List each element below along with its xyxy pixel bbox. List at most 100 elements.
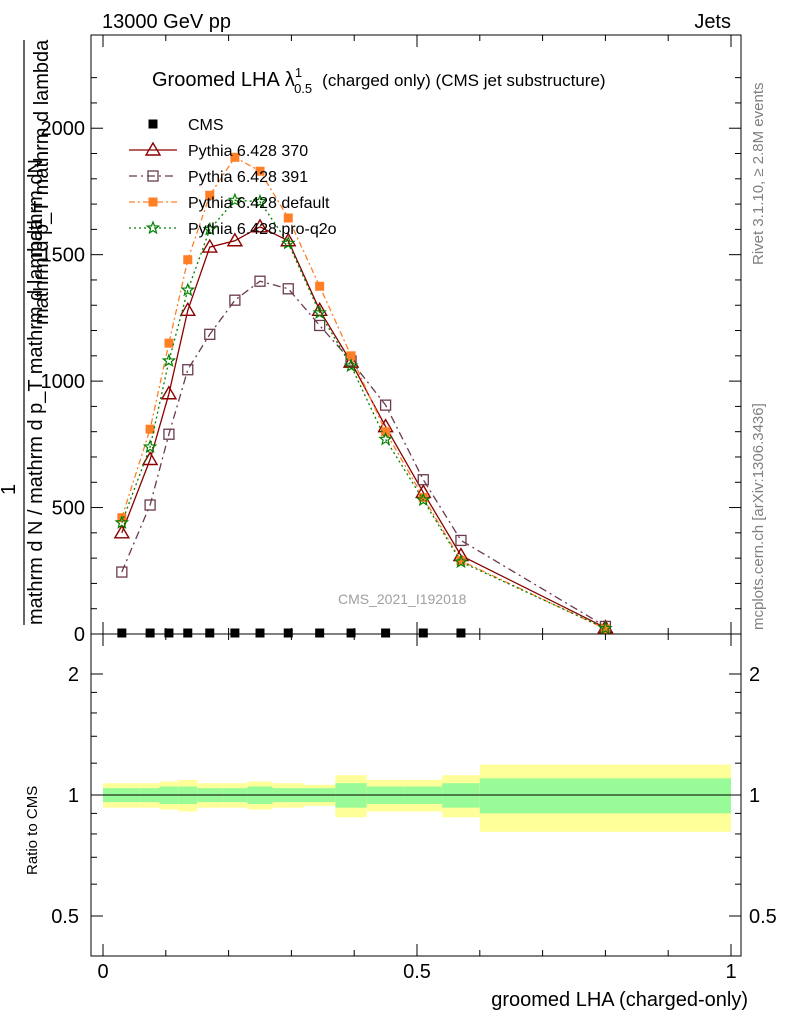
series-2 [116, 275, 612, 633]
legend-label: Pythia 6.428 default [188, 195, 330, 212]
analysis-watermark: CMS_2021_I192018 [338, 591, 467, 607]
title-subscript: 0.5 [294, 81, 312, 96]
legend-label: Pythia 6.428 391 [188, 169, 308, 186]
legend-label: CMS [188, 117, 224, 134]
collision-label: 13000 GeV pp [102, 11, 231, 33]
data-point [142, 439, 158, 454]
data-point [205, 190, 215, 200]
legend-item: Pythia 6.428 370 [129, 141, 308, 160]
data-point [117, 628, 127, 638]
data-point [182, 364, 194, 376]
data-point [456, 556, 466, 566]
main-curves [113, 152, 614, 638]
data-point [342, 353, 360, 368]
data-point [230, 152, 240, 162]
data-point [179, 301, 196, 317]
ytick-label: 2000 [41, 118, 86, 140]
legend-label: Pythia 6.428 pro-q2o [188, 221, 337, 238]
series-4 [114, 192, 613, 635]
data-point [147, 170, 159, 182]
ratio-ytick-label-right: 0.5 [749, 906, 777, 928]
data-point [227, 192, 243, 207]
xtick-label: 0 [97, 961, 108, 983]
series-line [121, 226, 606, 629]
data-point [145, 220, 161, 235]
series-1 [113, 218, 614, 634]
xlabel: groomed LHA (charged-only) [491, 989, 748, 1011]
data-point [230, 628, 240, 638]
xtick-label: 0.5 [403, 961, 431, 983]
data-point [598, 620, 613, 635]
ratio-ytick-label-right: 2 [749, 664, 760, 686]
data-point [229, 294, 241, 306]
data-point [226, 232, 244, 247]
ratio-ytick-label-right: 1 [749, 785, 760, 807]
data-point [600, 624, 610, 634]
data-point [164, 628, 174, 638]
data-point [163, 428, 175, 440]
series-line [121, 199, 606, 629]
data-point [183, 255, 193, 265]
title-superscript: 1 [295, 65, 302, 80]
data-point [283, 628, 293, 638]
data-point [148, 197, 158, 207]
mcplots-label: mcplots.cern.ch [arXiv:1306.3436] [750, 403, 767, 630]
data-point [381, 628, 391, 638]
data-point [144, 141, 162, 156]
ratio-ytick-label: 0.5 [51, 906, 79, 928]
data-point [314, 319, 326, 332]
main-axis-ticks: 0 500 1000 1500 2000 [41, 35, 741, 646]
legend-label: Pythia 6.428 370 [188, 143, 308, 160]
ytick-label: 0 [74, 624, 85, 646]
ylabel-top-left: mathrm dN [25, 159, 47, 258]
chart-title: Groomed LHA λ1 0.5 (charged only) (CMS jet … [152, 65, 606, 96]
data-point [416, 492, 431, 507]
data-point [455, 534, 467, 547]
ytick-label: 1000 [41, 371, 86, 393]
data-point [283, 213, 293, 223]
data-point [141, 451, 159, 466]
data-point [183, 628, 193, 638]
title-main: Groomed LHA [152, 69, 280, 91]
series-line [121, 280, 606, 627]
xtick-label: 1 [725, 961, 736, 983]
data-point [252, 193, 268, 208]
title-suffix: (charged only) (CMS jet substructure) [322, 71, 605, 90]
ratio-ylabel: Ratio to CMS [24, 786, 41, 875]
data-point [116, 566, 128, 578]
title-lambda: λ [285, 69, 295, 91]
data-point [144, 499, 156, 511]
category-label: Jets [694, 11, 731, 33]
data-point [417, 474, 429, 486]
ratio-ytick-label: 1 [68, 785, 79, 807]
ylabel-one: 1 [0, 484, 20, 495]
data-point [160, 385, 178, 400]
data-point [379, 399, 392, 411]
legend-item: Pythia 6.428 pro-q2o [129, 220, 337, 238]
data-point [378, 431, 393, 446]
ytick-label: 500 [52, 498, 85, 520]
data-point [418, 492, 428, 502]
series-line [121, 156, 606, 630]
ratio-band-inner [479, 778, 731, 814]
data-point [315, 628, 325, 638]
legend-item: CMS [148, 117, 224, 134]
data-point [255, 628, 265, 638]
series-0 [117, 628, 466, 638]
ratio-bands [103, 764, 731, 832]
data-point [255, 166, 265, 176]
data-point [346, 628, 356, 638]
data-point [418, 628, 428, 638]
rivet-label: Rivet 3.1.10, ≥ 2.8M events [750, 83, 767, 266]
data-point [114, 515, 130, 529]
data-point [205, 628, 215, 638]
data-point [281, 235, 296, 250]
legend: CMS Pythia 6.428 370 Pythia 6.428 391 Pythi… [129, 117, 337, 238]
ratio-axis-ticks: 0.5 0.5 1 1 2 2 0 0.5 1 [51, 634, 777, 983]
ratio-ytick-label: 2 [68, 664, 79, 686]
data-point [312, 305, 327, 320]
data-point [161, 353, 177, 368]
data-point [453, 554, 469, 569]
data-point [113, 524, 131, 539]
